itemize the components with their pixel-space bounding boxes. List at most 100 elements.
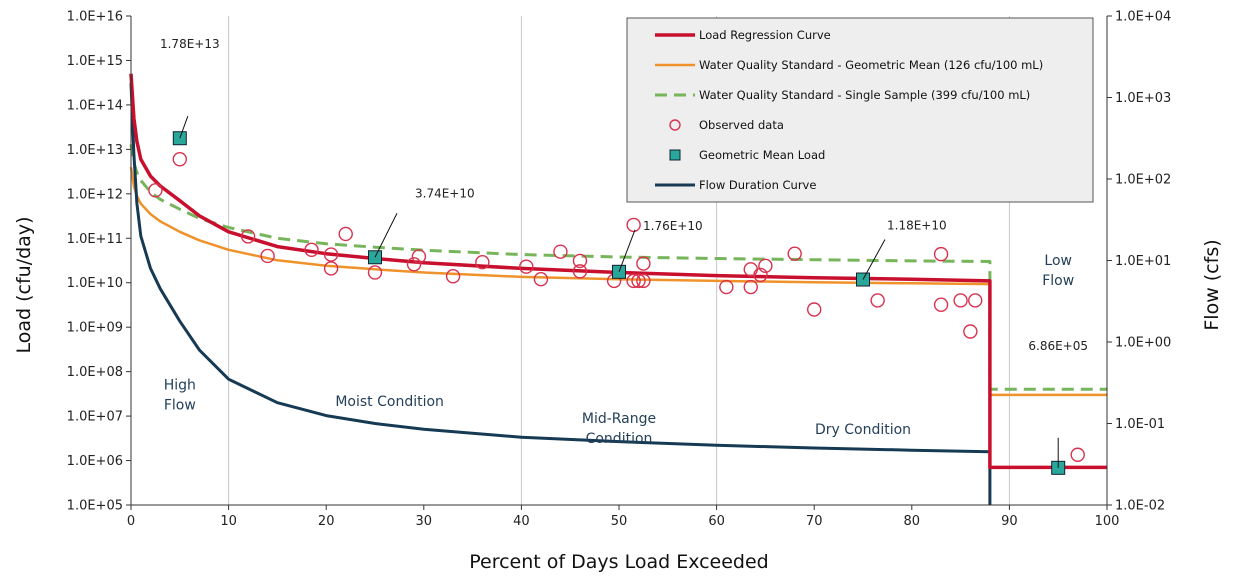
observed-point: [870, 293, 885, 308]
legend-box: [626, 17, 1094, 203]
y-tick-label: 1.0E+12: [67, 187, 123, 202]
y2-tick-label: 1.0E+04: [1115, 10, 1171, 25]
x-axis-label: Percent of Days Load Exceeded: [469, 551, 769, 573]
observed-point: [953, 293, 968, 308]
zone-label: Flow: [1042, 273, 1074, 289]
y-tick-label: 1.0E+16: [67, 10, 123, 25]
y-tick-label: 1.0E+14: [67, 98, 123, 113]
observed-point: [445, 269, 461, 284]
x-tick-label: 10: [220, 514, 237, 529]
zone-label: High: [164, 377, 196, 393]
zone-label: Mid-Range: [582, 411, 656, 427]
y-axis-label: Load (cfu/day): [13, 217, 35, 354]
observed-point: [631, 273, 646, 289]
observed-point: [933, 246, 949, 262]
observed-point: [240, 229, 256, 244]
series-line-wqs_single: [129, 144, 1107, 391]
observed-point: [758, 258, 773, 274]
x-tick-label: 30: [416, 514, 433, 529]
legend-label: Observed data: [699, 118, 784, 132]
zone-label: Moist Condition: [335, 394, 444, 410]
observed-point: [323, 261, 339, 276]
x-tick-label: 100: [1095, 514, 1120, 529]
series-line-load_regression: [129, 73, 1107, 470]
observed-point: [260, 248, 275, 264]
series-layer: [129, 73, 1107, 505]
observed-point: [406, 257, 422, 272]
y-tick-label: 1.0E+10: [67, 276, 123, 291]
y-tick-label: 1.0E+13: [67, 143, 123, 158]
zone-label: Dry Condition: [815, 422, 911, 438]
observed-point: [148, 183, 163, 198]
legend-label: Flow Duration Curve: [699, 178, 816, 192]
series-line-wqs_geomean: [129, 166, 1107, 397]
callout-leader: [374, 213, 398, 258]
x-tick-label: 40: [513, 514, 530, 529]
callout-leader: [618, 229, 636, 272]
flow-zone-labels: High Flow Moist Condition Mid-Range Conditio…: [164, 253, 1074, 447]
observed-point: [323, 247, 339, 262]
observed-point: [553, 244, 568, 259]
x-tick-label: 60: [708, 514, 725, 529]
observed-point: [572, 264, 588, 279]
observed-point: [338, 226, 353, 242]
observed-point: [519, 259, 534, 274]
y-tick-label: 1.0E+06: [67, 454, 123, 469]
observed-point: [636, 256, 651, 271]
callout-leader: [862, 239, 886, 280]
observed-point: [719, 279, 734, 295]
zone-label: Flow: [164, 397, 196, 413]
y-tick-label: 1.0E+11: [67, 232, 123, 247]
x-tick-label: 90: [1001, 514, 1018, 529]
x-tick-label: 50: [611, 514, 628, 529]
observed-point: [753, 267, 768, 283]
legend-label: Load Regression Curve: [699, 28, 831, 42]
observed-point: [933, 297, 949, 312]
y2-axis-label: Flow (cfs): [1201, 239, 1223, 330]
observed-point: [743, 279, 758, 295]
observed-point: [367, 265, 383, 280]
y2-tick-label: 1.0E+03: [1115, 91, 1171, 106]
annotations: 1.78E+13 3.74E+10 1.76E+10 1.18E+10 6.86E+05: [160, 37, 1088, 468]
x-tick-label: 80: [904, 514, 921, 529]
observed-point: [626, 273, 641, 289]
y2-tick-label: 1.0E-01: [1115, 417, 1165, 432]
axes: 0 10 20 30 40 50 60 70 80 90 100 1.0E+05 1.0E+06 1.0E…: [67, 10, 1172, 530]
x-tick-label: 0: [127, 514, 135, 529]
geometric-mean-label: 6.86E+05: [1028, 339, 1088, 353]
legend-label: Geometric Mean Load: [699, 148, 825, 162]
legend-swatch: [669, 149, 681, 161]
y2-tick-label: 1.0E+00: [1115, 336, 1171, 351]
markers-layer: [148, 131, 1085, 475]
callout-leader: [179, 116, 189, 139]
x-tick-label: 20: [318, 514, 335, 529]
zone-label: Low: [1044, 253, 1072, 269]
y-tick-label: 1.0E+08: [67, 365, 123, 380]
legend-label: Water Quality Standard - Geometric Mean …: [699, 58, 1043, 72]
observed-point: [963, 324, 978, 339]
y2-tick-label: 1.0E+02: [1115, 173, 1171, 188]
zone-label: Condition: [586, 431, 653, 447]
observed-point: [475, 254, 490, 270]
y2-tick-label: 1.0E-02: [1115, 499, 1165, 514]
y-tick-label: 1.0E+07: [67, 410, 123, 425]
geometric-mean-label: 1.76E+10: [643, 219, 703, 233]
observed-point: [572, 253, 588, 269]
legend: Load Regression Curve Water Quality Stand…: [626, 17, 1094, 203]
legend-label: Water Quality Standard - Single Sample (…: [699, 88, 1030, 102]
observed-point: [304, 242, 319, 258]
observed-point: [626, 217, 641, 233]
geometric-mean-label: 1.18E+10: [887, 219, 947, 233]
observed-point: [968, 293, 983, 308]
x-tick-label: 70: [806, 514, 823, 529]
observed-point: [533, 272, 549, 287]
observed-point: [172, 152, 188, 167]
geometric-mean-label: 3.74E+10: [415, 186, 475, 200]
observed-point: [636, 273, 651, 289]
geometric-mean-label: 1.78E+13: [160, 37, 220, 51]
observed-point: [411, 249, 427, 264]
observed-point: [1070, 447, 1085, 462]
observed-point: [807, 302, 822, 317]
y-tick-label: 1.0E+05: [67, 499, 123, 514]
